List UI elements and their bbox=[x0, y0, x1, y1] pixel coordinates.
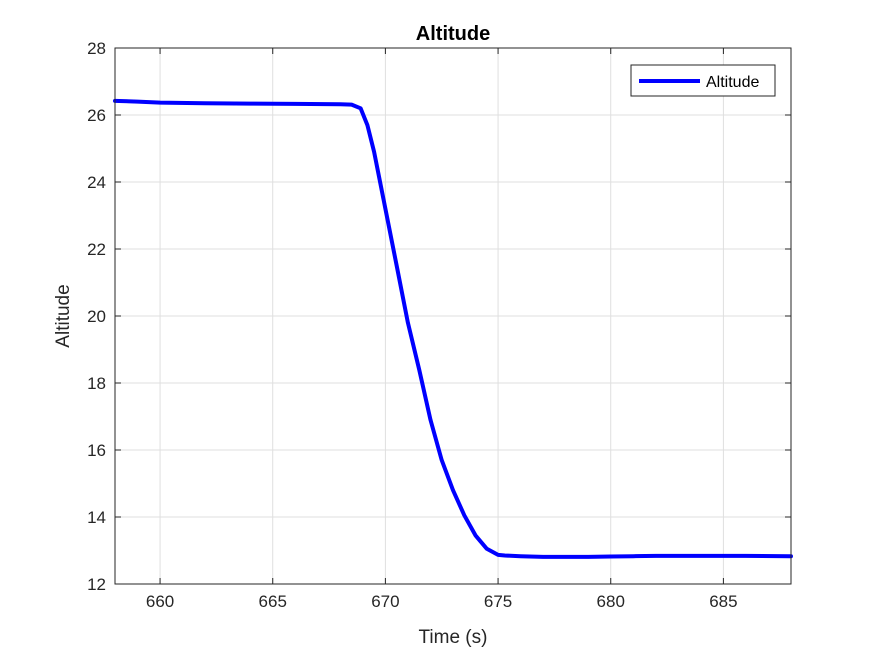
y-tick-label: 20 bbox=[87, 307, 106, 326]
y-tick-label: 12 bbox=[87, 575, 106, 594]
series-layer bbox=[113, 98, 793, 559]
y-tick-label: 22 bbox=[87, 240, 106, 259]
chart-title: Altitude bbox=[416, 23, 490, 45]
x-tick-label: 670 bbox=[371, 592, 399, 611]
y-tick-label: 14 bbox=[87, 508, 106, 527]
legend: Altitude bbox=[630, 64, 776, 97]
x-axis-label: Time (s) bbox=[419, 627, 488, 648]
ticks: 660 665 670 675 680 685 12 14 16 18 20 22 24 26 28 bbox=[87, 39, 791, 611]
y-tick-label: 16 bbox=[87, 441, 106, 460]
x-tick-label: 665 bbox=[259, 592, 287, 611]
series-line-0 bbox=[113, 98, 793, 559]
y-tick-label: 24 bbox=[87, 173, 106, 192]
y-tick-label: 28 bbox=[87, 39, 106, 58]
x-tick-label: 660 bbox=[146, 592, 174, 611]
y-tick-label: 18 bbox=[87, 374, 106, 393]
legend-entry-altitude: Altitude bbox=[706, 74, 759, 91]
x-tick-label: 685 bbox=[709, 592, 737, 611]
x-tick-label: 675 bbox=[484, 592, 512, 611]
y-tick-label: 26 bbox=[87, 106, 106, 125]
x-tick-label: 680 bbox=[597, 592, 625, 611]
grid bbox=[115, 48, 791, 584]
y-axis-label: Altitude bbox=[53, 284, 74, 347]
